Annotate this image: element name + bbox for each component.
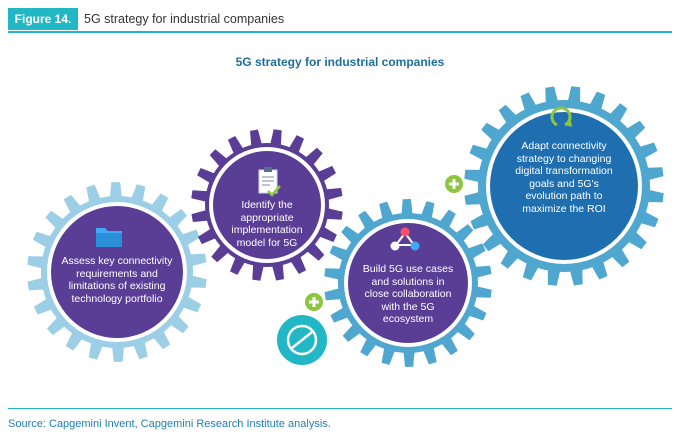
folder-icon <box>96 228 122 247</box>
figure-title: 5G strategy for industrial companies <box>84 12 285 26</box>
network-nodes-icon <box>390 227 420 251</box>
gear-build <box>324 199 492 367</box>
footer-divider <box>8 408 672 409</box>
gear-text-adapt: Adapt connectivity strategy to changing … <box>515 140 613 215</box>
gear-text-assess: Assess key connectivity requirements and… <box>61 255 173 305</box>
gear-assess <box>27 182 207 362</box>
figure-label: Figure 14. <box>8 8 78 30</box>
gear-text-build: Build 5G use cases and solutions in clos… <box>362 263 454 325</box>
gear-text-identify: Identify the appropriate implementation … <box>231 199 303 249</box>
header-divider <box>8 31 672 33</box>
clipboard-check-icon <box>258 167 281 197</box>
figure-header: Figure 14. 5G strategy for industrial co… <box>8 8 672 30</box>
teal-circle-icon <box>277 315 327 365</box>
gear-adapt <box>464 86 664 286</box>
source-note: Source: Capgemini Invent, Capgemini Rese… <box>8 418 331 430</box>
plus-icon <box>305 293 323 311</box>
plus-icon <box>445 175 463 193</box>
gear-identify <box>191 129 343 281</box>
refresh-cycle-icon <box>550 106 572 127</box>
diagram-title: 5G strategy for industrial companies <box>235 55 445 69</box>
